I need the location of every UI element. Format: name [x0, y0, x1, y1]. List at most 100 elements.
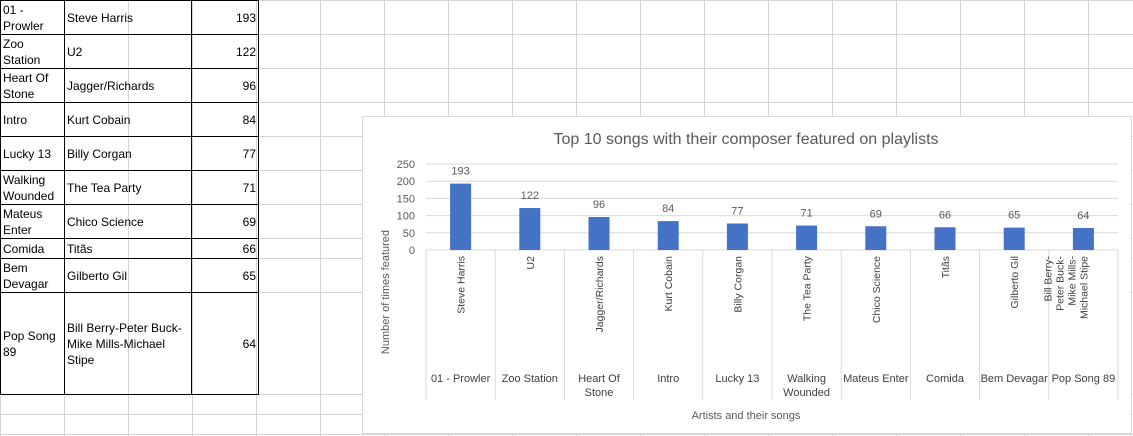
bar[interactable]: [588, 216, 610, 250]
y-tick-label: 100: [397, 211, 415, 223]
y-tick-label: 0: [409, 245, 415, 257]
x-tick-song: Stone: [585, 387, 614, 399]
count-cell[interactable]: 122: [191, 34, 259, 69]
table-row: Zoo Station U2 122: [0, 34, 259, 69]
bar[interactable]: [865, 226, 887, 250]
song-cell[interactable]: Zoo Station: [0, 34, 65, 69]
song-cell[interactable]: Walking Wounded: [0, 170, 65, 205]
chart-title: Top 10 songs with their composer feature…: [553, 131, 938, 148]
data-label: 64: [1077, 210, 1089, 222]
table-row: Pop Song 89 Bill Berry-Peter Buck-Mike Mi…: [0, 292, 259, 395]
bar[interactable]: [1072, 227, 1094, 250]
x-tick-composer: Bill Berry- Peter Buck- Mike Mills- Michael…: [1042, 255, 1090, 319]
data-label: 193: [451, 166, 469, 178]
x-tick-composer: Jagger/Richards: [594, 256, 606, 332]
composer-cell[interactable]: Titãs: [64, 238, 192, 259]
song-cell[interactable]: Heart Of Stone: [0, 68, 65, 103]
count-cell[interactable]: 193: [191, 0, 259, 35]
x-tick-song: Lucky 13: [715, 373, 759, 385]
x-tick-composer-text: Titãs: [940, 256, 952, 278]
song-cell[interactable]: 01 - Prowler: [0, 0, 65, 35]
song-cell[interactable]: Pop Song 89: [0, 292, 65, 395]
song-cell[interactable]: Mateus Enter: [0, 204, 65, 239]
composer-cell[interactable]: Gilberto Gil: [64, 258, 192, 293]
count-cell[interactable]: 64: [191, 292, 259, 395]
x-tick-composer-text: Michael Stipe: [1078, 256, 1090, 319]
x-tick-composer: Titãs: [940, 256, 952, 278]
x-tick-composer: The Tea Party: [802, 255, 814, 321]
x-tick-composer: Chico Science: [871, 256, 883, 323]
table-row: Heart Of Stone Jagger/Richards 96: [0, 68, 259, 103]
x-tick-composer-text: Mike Mills-: [1066, 255, 1078, 305]
x-tick-song: Comida: [926, 373, 965, 385]
x-tick-composer-text: Billy Corgan: [732, 256, 744, 313]
bar[interactable]: [934, 227, 956, 250]
data-label: 96: [593, 199, 605, 211]
count-cell[interactable]: 66: [191, 238, 259, 259]
chart-canvas: Top 10 songs with their composer feature…: [380, 131, 1119, 422]
composer-cell[interactable]: Kurt Cobain: [64, 102, 192, 137]
bar[interactable]: [796, 225, 818, 250]
data-label: 71: [800, 208, 812, 220]
composer-cell[interactable]: Steve Harris: [64, 0, 192, 35]
data-label: 69: [870, 208, 882, 220]
x-tick-composer-text: Steve Harris: [456, 256, 468, 314]
data-table: 01 - Prowler Steve Harris 193 Zoo Station U2…: [0, 0, 259, 395]
bar-chart[interactable]: Top 10 songs with their composer feature…: [362, 116, 1132, 434]
table-row: Intro Kurt Cobain 84: [0, 102, 259, 137]
count-cell[interactable]: 69: [191, 204, 259, 239]
y-tick-label: 50: [403, 228, 415, 240]
y-tick-label: 250: [397, 159, 415, 171]
x-tick-composer-text: Jagger/Richards: [594, 256, 606, 332]
count-cell[interactable]: 84: [191, 102, 259, 137]
x-tick-song: 01 - Prowler: [431, 373, 491, 385]
x-tick-composer: U2: [525, 256, 537, 270]
x-tick-song: Mateus Enter: [843, 373, 909, 385]
bar[interactable]: [726, 223, 748, 250]
x-tick-composer-text: Peter Buck-: [1054, 256, 1066, 311]
count-cell[interactable]: 71: [191, 170, 259, 205]
table-row: 01 - Prowler Steve Harris 193: [0, 0, 259, 35]
x-tick-composer: Gilberto Gil: [1009, 256, 1021, 309]
x-tick-composer: Steve Harris: [456, 256, 468, 314]
bar[interactable]: [450, 183, 472, 250]
bar[interactable]: [519, 208, 541, 250]
x-tick-composer-text: The Tea Party: [802, 255, 814, 321]
table-row: Lucky 13 Billy Corgan 77: [0, 136, 259, 171]
x-tick-composer: Kurt Cobain: [663, 256, 675, 312]
x-tick-composer: Billy Corgan: [732, 256, 744, 313]
song-cell[interactable]: Lucky 13: [0, 136, 65, 171]
composer-cell[interactable]: Billy Corgan: [64, 136, 192, 171]
data-label: 84: [662, 203, 674, 215]
song-cell[interactable]: Bem Devagar: [0, 258, 65, 293]
data-label: 122: [521, 190, 539, 202]
count-cell[interactable]: 96: [191, 68, 259, 103]
x-tick-composer-text: Bill Berry-: [1042, 256, 1054, 302]
composer-cell[interactable]: The Tea Party: [64, 170, 192, 205]
x-tick-composer-text: Gilberto Gil: [1009, 256, 1021, 309]
table-row: Walking Wounded The Tea Party 71: [0, 170, 259, 205]
song-cell[interactable]: Intro: [0, 102, 65, 137]
y-tick-label: 150: [397, 193, 415, 205]
count-cell[interactable]: 65: [191, 258, 259, 293]
data-label: 77: [731, 206, 743, 218]
composer-cell[interactable]: Jagger/Richards: [64, 68, 192, 103]
x-tick-song: Pop Song 89: [1052, 373, 1116, 385]
table-row: Comida Titãs 66: [0, 238, 259, 259]
x-tick-song: Intro: [657, 373, 679, 385]
x-tick-song: Heart Of: [578, 373, 621, 385]
x-tick-composer-text: U2: [525, 256, 537, 270]
y-axis-label: Number of times featured: [380, 230, 392, 354]
x-tick-composer-text: Chico Science: [871, 256, 883, 323]
data-label: 65: [1008, 210, 1020, 222]
y-tick-label: 200: [397, 176, 415, 188]
bar[interactable]: [657, 221, 679, 250]
table-row: Bem Devagar Gilberto Gil 65: [0, 258, 259, 293]
bar[interactable]: [1003, 227, 1025, 250]
count-cell[interactable]: 77: [191, 136, 259, 171]
song-cell[interactable]: Comida: [0, 238, 65, 259]
composer-cell[interactable]: Chico Science: [64, 204, 192, 239]
composer-cell[interactable]: Bill Berry-Peter Buck-Mike Mills-Michael…: [64, 292, 192, 395]
x-tick-song: Bem Devagar: [981, 373, 1049, 385]
composer-cell[interactable]: U2: [64, 34, 192, 69]
